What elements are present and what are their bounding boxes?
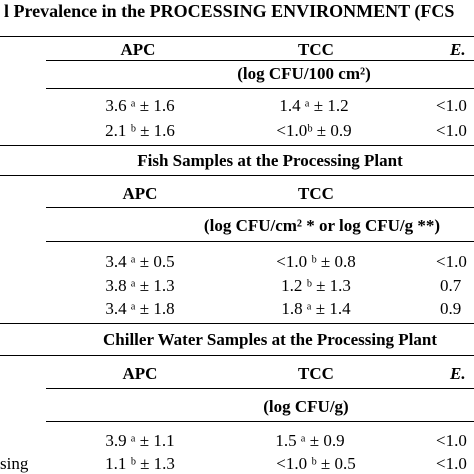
col-header-apc: APC: [122, 184, 158, 203]
rule: [46, 88, 474, 89]
rule: [0, 36, 474, 37]
table-cell: 1.4 ᵃ ± 1.2: [279, 96, 349, 115]
table-cell: 0.7: [440, 276, 462, 295]
rule: [0, 175, 474, 176]
row-label: sing: [0, 454, 29, 473]
section-title: Fish Samples at the Processing Plant: [137, 151, 403, 170]
col-header-e: E.: [450, 40, 466, 59]
col-header-tcc: TCC: [298, 40, 334, 59]
col-header-apc: APC: [120, 40, 156, 59]
col-header-tcc: TCC: [298, 364, 334, 383]
rule: [0, 145, 474, 146]
table-cell: 3.4 ᵃ ± 0.5: [105, 252, 175, 271]
table-cell: 1.5 ᵃ ± 0.9: [275, 431, 345, 450]
table-cell: <1.0: [436, 454, 467, 473]
rule: [46, 241, 474, 242]
table-cell: 2.1 ᵇ ± 1.6: [105, 121, 175, 140]
col-header-tcc: TCC: [298, 184, 334, 203]
table-cell: <1.0 ᵇ ± 0.8: [276, 252, 356, 271]
table-cell: 3.9 ᵃ ± 1.1: [105, 431, 175, 450]
table-cell: 0.9: [440, 299, 462, 318]
rule: [46, 388, 474, 389]
rule: [0, 323, 474, 324]
unit-label: (log CFU/100 cm²): [237, 64, 371, 83]
unit-label: (log CFU/g): [263, 397, 349, 416]
table-title: l Prevalence in the PROCESSING ENVIRONME…: [4, 1, 455, 21]
table-cell: <1.0 ᵇ ± 0.5: [276, 454, 356, 473]
col-header-apc: APC: [122, 364, 158, 383]
rule: [46, 207, 474, 208]
table-cell: <1.0ᵇ ± 0.9: [276, 121, 352, 140]
rule: [0, 355, 474, 356]
table-cell: 1.8 ᵃ ± 1.4: [281, 299, 351, 318]
table-cell: <1.0: [436, 252, 467, 271]
table-cell: 3.6 ᵃ ± 1.6: [105, 96, 175, 115]
table-cell: 3.8 ᵃ ± 1.3: [105, 276, 175, 295]
table-cell: <1.0: [436, 431, 467, 450]
section-title: Chiller Water Samples at the Processing …: [102, 330, 438, 349]
table-cell: 1.1 ᵇ ± 1.3: [105, 454, 175, 473]
unit-label: (log CFU/cm² * or log CFU/g **): [203, 216, 441, 235]
table-cell: <1.0: [436, 96, 467, 115]
table-cell: 3.4 ᵃ ± 1.8: [105, 299, 175, 318]
rule: [46, 60, 474, 61]
col-header-e: E.: [450, 364, 466, 383]
table-cell: <1.0: [436, 121, 467, 140]
rule: [46, 421, 474, 422]
table-cell: 1.2 ᵇ ± 1.3: [281, 276, 351, 295]
